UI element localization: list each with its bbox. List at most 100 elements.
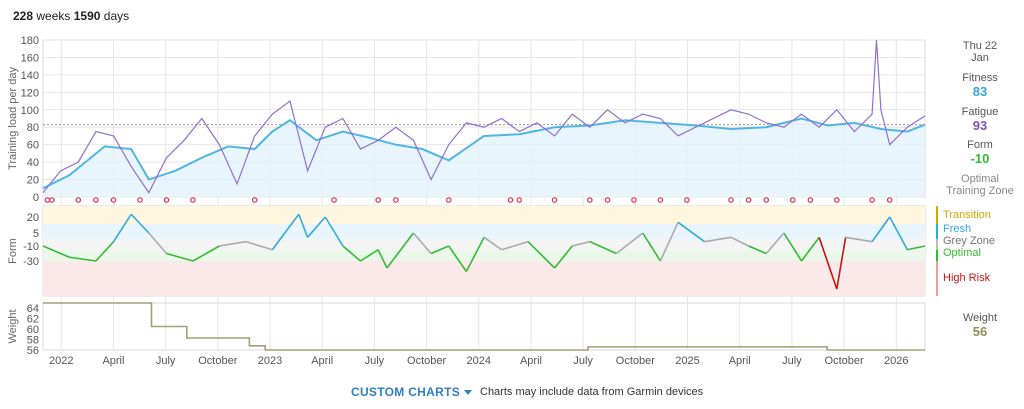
form-line-segment	[306, 216, 326, 238]
x-tick-label: 2025	[675, 355, 699, 367]
y-tick-label: 160	[21, 52, 39, 64]
weight-tick-label: 58	[27, 335, 39, 347]
form-line-segment	[704, 236, 732, 243]
zone-transition: Transition	[943, 209, 991, 221]
x-tick-label: October	[616, 355, 655, 367]
x-tick-label: July	[573, 355, 593, 367]
form-tick-label: 5	[33, 228, 39, 240]
y-axis-label: Training load per day	[7, 67, 19, 170]
y-tick-label: 120	[21, 87, 39, 99]
form-line-segment	[95, 241, 115, 262]
date-line1: Thu 22	[962, 40, 998, 52]
form-line-segment	[271, 213, 300, 251]
event-marker	[631, 197, 637, 203]
custom-charts-label: CUSTOM CHARTS	[351, 385, 461, 399]
form-line-segment	[448, 245, 468, 272]
date-line2: Jan	[971, 52, 989, 64]
fitness-value: 83	[972, 84, 988, 99]
weight-tick-label: 60	[27, 324, 39, 336]
y-tick-label: 60	[27, 140, 39, 152]
fitness-label: Fitness	[962, 72, 998, 84]
y-tick-label: 180	[21, 35, 39, 47]
form-line-segment	[130, 213, 150, 234]
form-line-segment	[748, 245, 767, 255]
event-marker	[392, 197, 399, 203]
x-tick-label: April	[311, 355, 333, 367]
event-marker	[445, 197, 452, 203]
form-line-segment	[889, 216, 909, 251]
form-line-segment	[219, 240, 246, 247]
event-marker	[763, 197, 770, 203]
form-zone-band	[43, 224, 925, 239]
event-marker	[375, 197, 381, 203]
event-marker	[110, 197, 117, 203]
y-tick-label: 80	[27, 122, 39, 134]
form-line-segment	[615, 232, 644, 255]
optimal-line1: Optimal	[961, 173, 999, 185]
event-marker	[789, 197, 796, 203]
form-line-segment	[42, 245, 70, 258]
zone-grey: Grey Zone	[943, 235, 995, 247]
fitness-area	[43, 118, 925, 197]
x-tick-label: July	[365, 355, 385, 367]
event-marker	[331, 197, 337, 203]
form-line-segment	[360, 249, 379, 262]
form-zone-band	[43, 206, 925, 224]
x-tick-label: October	[825, 355, 864, 367]
weight-value: 56	[972, 324, 988, 339]
zone-high-risk: High Risk	[943, 272, 991, 284]
zone-fresh: Fresh	[943, 223, 972, 235]
zone-side-bar	[936, 261, 938, 296]
y-axis-label: Form	[7, 238, 19, 264]
weight-tick-label: 56	[27, 345, 39, 357]
y-tick-label: 40	[27, 157, 39, 169]
y-tick-label: 0	[33, 192, 39, 204]
fitness-line	[42, 117, 926, 190]
event-marker	[137, 197, 143, 203]
garmin-note: Charts may include data from Garmin devi…	[480, 386, 704, 398]
event-marker	[833, 197, 840, 203]
event-marker	[163, 197, 170, 203]
custom-charts-button[interactable]: CUSTOM CHARTS	[351, 385, 473, 399]
form-line-segment	[845, 236, 873, 243]
sidebar-fitness: Fitness 83	[930, 72, 1024, 99]
days-value: 1590	[73, 9, 101, 23]
form-tick-label: 20	[27, 212, 39, 224]
weight-label: Weight	[962, 312, 998, 324]
form-line-segment	[245, 240, 273, 251]
x-tick-label: July	[782, 355, 802, 367]
event-marker	[745, 197, 752, 203]
event-marker	[93, 197, 99, 203]
form-line-segment	[642, 232, 662, 262]
form-line-segment	[298, 213, 309, 238]
form-line-segment	[836, 237, 847, 290]
x-tick-label: 2023	[258, 355, 282, 367]
event-marker	[587, 197, 593, 203]
form-line-segment	[907, 245, 926, 251]
form-line-segment	[324, 216, 344, 247]
y-tick-label: 140	[21, 70, 39, 82]
days-unit: days	[103, 9, 130, 23]
event-marker	[75, 197, 82, 203]
sidebar-form: Form -10	[930, 139, 1024, 166]
form-line-segment	[572, 240, 591, 247]
sidebar-optimal-zone: Optimal Training Zone	[930, 173, 1024, 197]
fatigue-value: 93	[972, 118, 988, 133]
x-tick-label: April	[102, 355, 124, 367]
form-line-segment	[765, 232, 785, 255]
form-line-segment	[192, 245, 220, 262]
x-tick-label: April	[729, 355, 751, 367]
form-line-segment	[69, 256, 97, 262]
y-tick-label: 20	[27, 175, 39, 187]
form-tick-label: -10	[23, 241, 39, 253]
form-line-segment	[112, 213, 132, 243]
form-line-segment	[342, 245, 362, 262]
x-tick-label: April	[520, 355, 542, 367]
zone-side-bar	[936, 224, 938, 239]
form-line-segment	[871, 216, 891, 243]
form-line-segment	[589, 240, 617, 255]
form-line-segment	[818, 237, 838, 290]
sidebar-date: Thu 22 Jan	[930, 40, 1024, 64]
event-marker	[886, 197, 893, 203]
